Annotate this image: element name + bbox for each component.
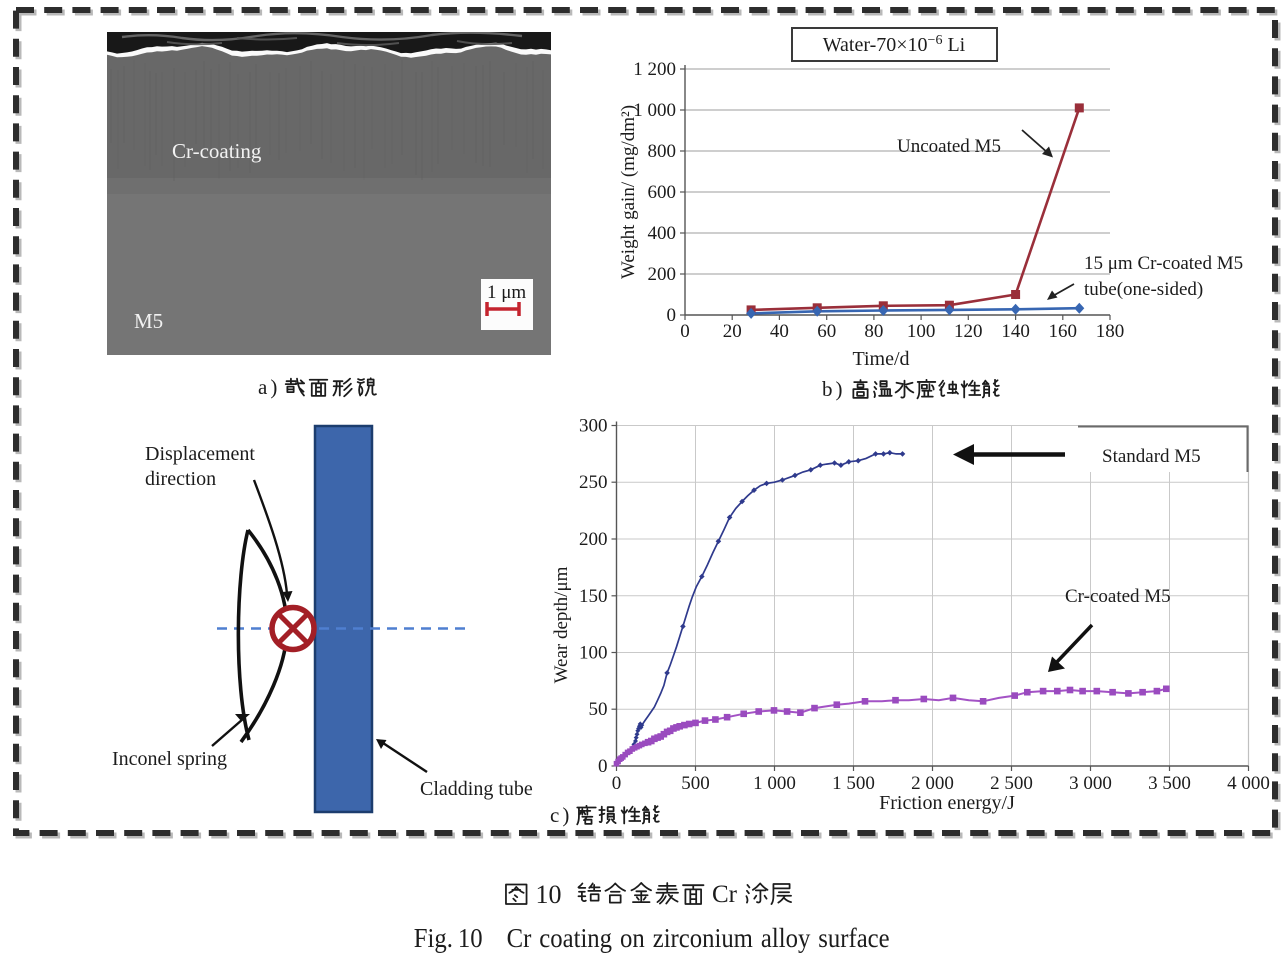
svg-text:60: 60 [817,321,836,342]
svg-text:180: 180 [1096,321,1125,342]
svg-text:0: 0 [598,756,608,777]
svg-text:600: 600 [648,182,677,203]
svg-text:100: 100 [907,321,936,342]
svg-text:100: 100 [579,643,608,664]
svg-text:50: 50 [589,699,608,720]
svg-text:20: 20 [723,321,742,342]
svg-text:direction: direction [145,468,216,490]
svg-text:Cr-coating: Cr-coating [172,139,262,163]
svg-text:1 200: 1 200 [633,59,676,80]
svg-text:800: 800 [648,141,677,162]
svg-text:Uncoated M5: Uncoated M5 [897,136,1001,157]
svg-text:1 μm: 1 μm [487,282,526,303]
svg-text:250: 250 [579,472,608,493]
svg-text:0: 0 [612,773,622,794]
svg-text:0: 0 [667,305,677,326]
svg-text:200: 200 [579,529,608,550]
svg-text:tube(one-sided): tube(one-sided) [1084,279,1203,300]
svg-text:2 000: 2 000 [911,773,954,794]
svg-text:1 500: 1 500 [832,773,875,794]
svg-text:80: 80 [864,321,883,342]
svg-text:Water-70×10−6 Li: Water-70×10−6 Li [823,33,966,56]
svg-text:M5: M5 [134,309,163,333]
svg-text:150: 150 [579,586,608,607]
svg-text:4 000: 4 000 [1227,773,1270,794]
svg-text:2 500: 2 500 [990,773,1033,794]
svg-text:Wear depth/μm: Wear depth/μm [551,566,572,683]
svg-text:Time/d: Time/d [852,348,909,370]
svg-text:140: 140 [1001,321,1030,342]
svg-text:Friction energy/J: Friction energy/J [879,792,1015,814]
svg-text:500: 500 [681,773,710,794]
svg-text:Displacement: Displacement [145,443,255,465]
svg-text:15 μm Cr-coated M5: 15 μm Cr-coated M5 [1084,253,1243,274]
svg-text:40: 40 [770,321,789,342]
svg-text:Standard M5: Standard M5 [1102,446,1201,467]
svg-text:400: 400 [648,223,677,244]
svg-text:160: 160 [1049,321,1078,342]
svg-text:Cr-coated M5: Cr-coated M5 [1065,586,1171,607]
svg-text:120: 120 [954,321,983,342]
svg-text:Weight gain/ (mg/dm²): Weight gain/ (mg/dm²) [618,105,639,279]
svg-text:3 000: 3 000 [1069,773,1112,794]
svg-text:0: 0 [680,321,690,342]
svg-text:200: 200 [648,264,677,285]
svg-text:300: 300 [579,416,608,437]
svg-text:1 000: 1 000 [633,100,676,121]
svg-text:3 500: 3 500 [1148,773,1191,794]
svg-text:Inconel spring: Inconel spring [112,748,227,770]
svg-text:1 000: 1 000 [753,773,796,794]
svg-text:Cladding tube: Cladding tube [420,778,533,800]
